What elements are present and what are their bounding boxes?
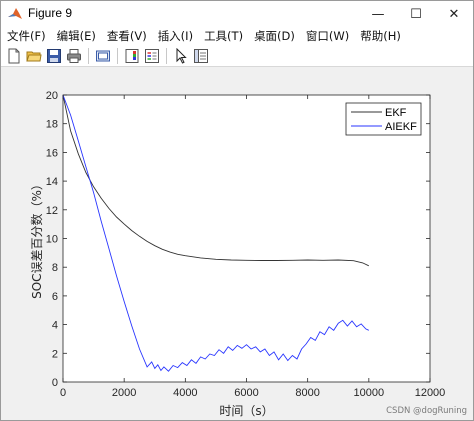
legend-label: EKF xyxy=(385,107,407,119)
maximize-icon: ☐ xyxy=(410,6,422,22)
menu-file[interactable]: 文件(F) xyxy=(7,29,46,43)
menu-desktop[interactable]: 桌面(D) xyxy=(254,29,295,43)
x-axis-label: 时间（s） xyxy=(219,404,273,418)
y-tick-label: 2 xyxy=(52,348,58,360)
x-tick-label: 0 xyxy=(60,387,66,399)
legend-label: AIEKF xyxy=(385,121,417,133)
menu-insert[interactable]: 插入(I) xyxy=(157,29,194,43)
toolbar-separator xyxy=(88,47,89,64)
x-tick-label: 8000 xyxy=(295,387,319,399)
y-tick-label: 16 xyxy=(46,147,58,159)
chart-svg[interactable]: 0 2000 4000 6000 8000 10000 12000 0 2 4 6 8 10 12 14 16… xyxy=(1,68,473,420)
print-icon[interactable] xyxy=(66,48,82,64)
legend-icon[interactable] xyxy=(144,48,160,64)
menu-window[interactable]: 窗口(W) xyxy=(305,29,350,43)
minimize-button[interactable]: — xyxy=(359,1,397,27)
title-bar: Figure 9 — ☐ ✕ xyxy=(1,1,473,27)
link-plot-icon[interactable] xyxy=(95,48,111,64)
y-axis-label: SOC误差百分数（%） xyxy=(29,178,44,299)
y-tick-label: 12 xyxy=(46,205,58,217)
menu-help[interactable]: 帮助(H) xyxy=(360,29,401,43)
menu-edit[interactable]: 编辑(E) xyxy=(56,29,96,43)
menu-view[interactable]: 查看(V) xyxy=(106,29,147,43)
window-title: Figure 9 xyxy=(28,6,73,20)
x-tick-label: 10000 xyxy=(354,387,385,399)
toolbar-separator xyxy=(166,47,167,64)
close-button[interactable]: ✕ xyxy=(435,1,473,27)
watermark: CSDN @dogRuning xyxy=(386,406,467,416)
series-line-ekf xyxy=(62,94,369,267)
y-tick-label: 6 xyxy=(52,291,58,303)
y-tick-label: 8 xyxy=(52,262,58,274)
plot-area[interactable] xyxy=(63,95,430,382)
x-tick-label: 6000 xyxy=(234,387,258,399)
axes-box xyxy=(62,94,431,383)
toolbar-separator xyxy=(117,47,118,64)
figure-canvas: 0 2000 4000 6000 8000 10000 12000 0 2 4 6 8 10 12 14 16… xyxy=(1,68,473,420)
y-tick-label: 18 xyxy=(46,119,58,131)
colorbar-icon[interactable] xyxy=(124,48,140,64)
menu-tools[interactable]: 工具(T) xyxy=(204,29,244,43)
property-inspector-icon[interactable] xyxy=(193,48,209,64)
matlab-logo-icon xyxy=(8,8,22,19)
x-tick-label: 2000 xyxy=(112,387,136,399)
y-tick-label: 0 xyxy=(52,377,58,389)
maximize-button[interactable]: ☐ xyxy=(397,1,435,27)
series-line-aiekf xyxy=(62,94,369,372)
minimize-icon: — xyxy=(371,6,385,22)
new-file-icon[interactable] xyxy=(6,48,22,64)
toolbar xyxy=(1,45,473,67)
x-tick-label: 12000 xyxy=(415,387,446,399)
menu-bar: 文件(F) 编辑(E) 查看(V) 插入(I) 工具(T) 桌面(D) 窗口(W… xyxy=(1,27,473,45)
open-folder-icon[interactable] xyxy=(26,48,42,64)
y-tick-label: 4 xyxy=(52,320,58,332)
x-tick-label: 4000 xyxy=(173,387,197,399)
save-icon[interactable] xyxy=(46,48,62,64)
y-tick-label: 10 xyxy=(46,234,58,246)
y-tick-label: 14 xyxy=(46,176,58,188)
legend-box xyxy=(345,102,422,136)
pointer-arrow-icon[interactable] xyxy=(173,47,189,64)
y-tick-label: 20 xyxy=(46,90,58,102)
close-icon: ✕ xyxy=(448,6,460,22)
